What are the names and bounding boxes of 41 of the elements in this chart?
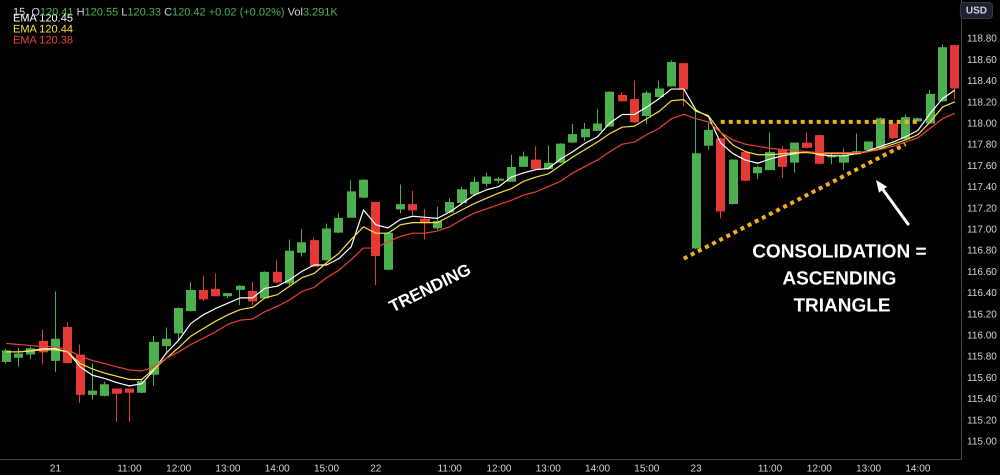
x-tick-label: 12:00 [486,464,512,474]
x-tick-label: 12:00 [806,464,832,474]
x-tick-label: 14:00 [585,464,610,474]
y-tick-label: 118.00 [967,118,998,130]
x-tick-label: 22 [370,464,382,474]
x-tick-label: 13:00 [856,464,882,474]
y-tick-label: 115.00 [967,436,998,448]
y-tick-label: 117.00 [967,224,998,236]
annotation: CONSOLIDATION = ASCENDING TRIANGLE [752,242,932,316]
y-tick-label: 117.80 [967,140,998,151]
y-tick-label: 115.40 [967,394,998,406]
text: EMA 120.44 [13,24,73,36]
y-tick-label: 118.80 [967,34,998,45]
text: EMA 120.38 [13,34,73,46]
x-tick-label: 11:00 [438,464,462,474]
y-tick-label: 118.60 [967,54,998,66]
y-tick-label: 116.60 [967,266,998,278]
y-tick-label: 118.40 [967,76,998,88]
x-tick-label: 14:00 [905,464,931,474]
y-tick-label: 116.40 [967,288,998,300]
x-tick-label: 14:00 [264,464,290,474]
x-tick-label: 11:00 [117,464,142,474]
x-tick-label: 15:00 [634,464,660,474]
y-tick-label: 117.20 [967,203,998,214]
y-tick-label: 116.80 [967,246,998,257]
y-tick-label: 116.00 [967,330,998,342]
x-tick-label: 13:00 [215,464,241,474]
y-tick-label: 118.20 [967,97,998,108]
x-tick-label: 21 [50,464,62,474]
x-tick-label: 12:00 [166,464,192,474]
x-tick-label: 13:00 [536,464,562,474]
y-tick-label: 117.40 [967,182,998,194]
y-tick-label: 117.60 [967,160,998,172]
y-axis-title: USD [966,6,988,16]
x-tick-label: 11:00 [758,464,783,474]
x-tick-label: 15:00 [314,464,340,474]
y-tick-label: 115.20 [967,415,998,426]
y-tick-label: 115.80 [967,352,998,363]
x-tick-label: 23 [690,464,702,474]
y-tick-label: 115.60 [967,372,998,384]
y-tick-label: 116.20 [967,309,998,320]
